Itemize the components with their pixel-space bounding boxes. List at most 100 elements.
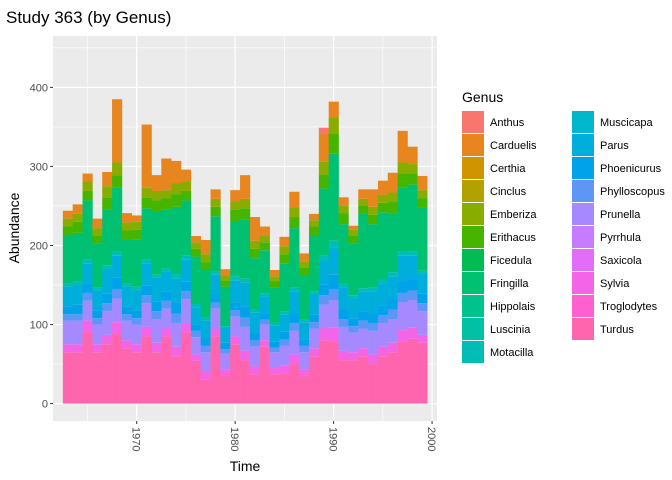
bar-segment-fringilla — [240, 219, 251, 279]
bar-segment-phylloscopus — [151, 311, 162, 320]
bar-segment-sylvia — [151, 342, 162, 353]
bar-segment-carduelis — [200, 239, 211, 255]
bar-segment-erithacus — [240, 208, 251, 220]
bar-segment-phylloscopus — [338, 319, 349, 327]
bar-segment-fringilla — [112, 187, 123, 252]
bar-segment-carduelis — [279, 236, 290, 247]
bar-segment-carduelis — [171, 160, 182, 184]
bar-segment-emberiza — [161, 190, 172, 199]
bar-segment-parus — [299, 322, 310, 340]
bar-segment-erithacus — [259, 242, 270, 251]
legend-key-parus — [572, 134, 594, 156]
bar-segment-prunella — [72, 320, 83, 345]
bar-segment-prunella — [417, 311, 428, 335]
bar-segment-carduelis — [338, 197, 349, 206]
bar-segment-fringilla — [190, 256, 201, 304]
bar-segment-carduelis — [348, 225, 359, 230]
bar-segment-phoenicurus — [348, 318, 359, 327]
bar-segment-carduelis — [72, 204, 83, 214]
bar-segment-motacilla — [112, 251, 123, 256]
y-axis: 0 100 200 300 400 — [30, 82, 53, 411]
x-tick-label: 1970 — [130, 427, 142, 451]
bar-segment-parus — [249, 312, 261, 333]
bar-segment-motacilla — [200, 317, 211, 321]
bar-segment-prunella — [328, 300, 339, 328]
bar-segment-motacilla — [328, 240, 339, 248]
bar-segment-fringilla — [368, 224, 379, 288]
bar-segment-parus — [131, 290, 142, 311]
legend-label-cinclus: Cinclus — [490, 186, 527, 198]
bar-segment-erithacus — [210, 206, 221, 217]
bar-segment-parus — [200, 320, 211, 338]
bar-segment-turdus — [249, 374, 261, 404]
bar-segment-sylvia — [368, 354, 379, 365]
bar-segment-erithacus — [112, 175, 123, 188]
bar-segment-erithacus — [249, 248, 261, 259]
bar-segment-turdus — [190, 360, 201, 404]
bar-segment-phylloscopus — [348, 326, 359, 333]
bar-segment-prunella — [279, 345, 290, 366]
bar-segment-erithacus — [72, 221, 83, 233]
bar-segment-phoenicurus — [181, 281, 192, 292]
bar-segment-emberiza — [397, 162, 408, 174]
bar-segment-phylloscopus — [397, 292, 408, 303]
bar-segment-fringilla — [397, 187, 408, 252]
bar-segment-carduelis — [328, 101, 339, 118]
bar-segment-carduelis — [417, 175, 428, 191]
bar-segment-phylloscopus — [309, 322, 320, 329]
bar-segment-motacilla — [299, 319, 310, 323]
bar-segment-prunella — [230, 316, 241, 337]
bar-segment-fringilla — [200, 270, 211, 318]
bar-segment-carduelis — [377, 180, 389, 195]
bar-segment-motacilla — [181, 255, 192, 260]
bar-segment-erithacus — [181, 190, 192, 201]
bar-segment-prunella — [240, 326, 251, 351]
bar-segment-prunella — [338, 326, 349, 351]
bar-segment-motacilla — [190, 303, 201, 308]
bar-segment-phoenicurus — [121, 306, 133, 315]
bar-segment-erithacus — [62, 226, 73, 237]
y-tick-label: 300 — [30, 161, 48, 173]
bar-segment-phoenicurus — [407, 279, 418, 291]
bar-segment-turdus — [377, 356, 389, 404]
bar-segment-phylloscopus — [220, 349, 231, 354]
bar-segment-emberiza — [131, 221, 142, 230]
legend-label-turdus: Turdus — [600, 324, 634, 336]
bar-segment-erithacus — [220, 280, 231, 287]
bar-segment-parus — [338, 287, 349, 310]
legend-key-motacilla — [462, 341, 484, 363]
bar-segment-fringilla — [338, 224, 349, 284]
bar-segment-fringilla — [387, 213, 398, 273]
bar-segment-sylvia — [72, 344, 83, 353]
bar-segment-emberiza — [102, 186, 113, 198]
bar-segment-erithacus — [338, 213, 349, 225]
bar-segment-prunella — [82, 300, 93, 321]
bar-segment-emberiza — [417, 190, 428, 199]
legend-label-motacilla: Motacilla — [490, 347, 534, 359]
bar-segment-phoenicurus — [358, 311, 369, 321]
bar-segment-carduelis — [407, 146, 418, 165]
bar-segment-turdus — [299, 375, 310, 404]
legend-key-hippolais — [462, 295, 484, 317]
bar-segment-parus — [240, 282, 251, 307]
legend-key-certhia — [462, 157, 484, 179]
bar-segment-motacilla — [338, 283, 349, 288]
bar-segment-carduelis — [289, 191, 300, 208]
bar-segment-erithacus — [348, 236, 359, 244]
x-tick-label: 2000 — [425, 427, 437, 451]
bar-segment-phylloscopus — [161, 300, 172, 309]
bar-segment-sylvia — [220, 369, 231, 376]
x-axis-title: Time — [230, 458, 261, 474]
bar-segment-phylloscopus — [259, 319, 270, 325]
bar-segment-parus — [82, 263, 93, 284]
legend-label-phylloscopus: Phylloscopus — [600, 186, 665, 198]
bar-segment-motacilla — [102, 265, 113, 271]
bar-segment-carduelis — [62, 210, 73, 219]
bar-segment-fringilla — [181, 200, 192, 256]
bar-segment-phoenicurus — [230, 302, 241, 311]
bar-segment-prunella — [387, 319, 398, 343]
bar-segment-emberiza — [269, 276, 280, 282]
bar-segment-sylvia — [141, 326, 152, 337]
legend-key-phylloscopus — [572, 180, 594, 202]
legend-key-fringilla — [462, 272, 484, 294]
